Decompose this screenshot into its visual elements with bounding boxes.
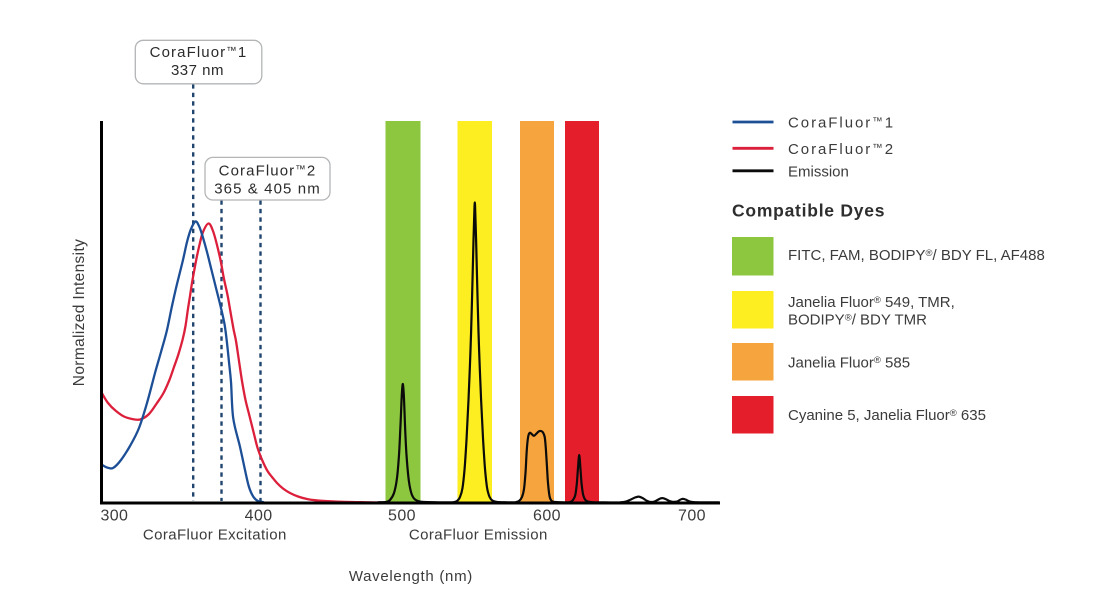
svg-text:CoraFluor Excitation: CoraFluor Excitation <box>143 527 287 544</box>
svg-text:CoraFluor™2: CoraFluor™2 <box>219 163 317 180</box>
svg-text:700: 700 <box>678 508 706 525</box>
svg-text:337 nm: 337 nm <box>171 62 224 79</box>
svg-text:365 & 405 nm: 365 & 405 nm <box>214 181 321 198</box>
svg-text:CoraFluor™1: CoraFluor™1 <box>150 44 248 61</box>
svg-text:CoraFluor Emission: CoraFluor Emission <box>409 527 548 544</box>
svg-text:Cyanine 5, Janelia Fluor® 635: Cyanine 5, Janelia Fluor® 635 <box>788 407 986 424</box>
svg-text:Compatible Dyes: Compatible Dyes <box>732 201 885 221</box>
svg-text:Janelia Fluor® 585: Janelia Fluor® 585 <box>788 354 910 371</box>
svg-text:300: 300 <box>100 508 128 525</box>
svg-text:CoraFluor™1: CoraFluor™1 <box>788 115 895 132</box>
svg-text:Normalized Intensity: Normalized Intensity <box>71 239 88 386</box>
svg-text:Janelia Fluor® 549, TMR,: Janelia Fluor® 549, TMR, <box>788 294 955 311</box>
svg-text:FITC, FAM, BODIPY®/ BDY FL, AF: FITC, FAM, BODIPY®/ BDY FL, AF488 <box>788 247 1045 264</box>
svg-text:Wavelength (nm): Wavelength (nm) <box>349 568 473 585</box>
svg-text:CoraFluor™2: CoraFluor™2 <box>788 141 895 158</box>
svg-text:400: 400 <box>245 508 273 525</box>
svg-text:Emission: Emission <box>788 163 849 180</box>
svg-text:500: 500 <box>388 508 416 525</box>
svg-text:600: 600 <box>533 508 561 525</box>
svg-text:BODIPY®/ BDY TMR: BODIPY®/ BDY TMR <box>788 312 927 329</box>
